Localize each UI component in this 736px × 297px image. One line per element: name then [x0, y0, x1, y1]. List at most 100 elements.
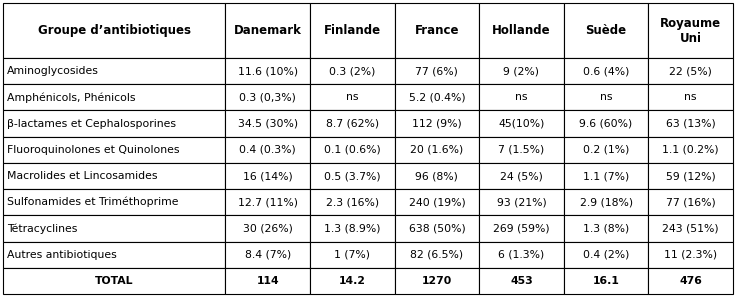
Text: 0.1 (0.6%): 0.1 (0.6%) [324, 145, 381, 155]
Text: ns: ns [600, 92, 612, 102]
Bar [479, 137, 564, 163]
Text: France: France [414, 24, 459, 37]
Text: 9.6 (60%): 9.6 (60%) [579, 119, 633, 129]
Text: 8.7 (62%): 8.7 (62%) [326, 119, 379, 129]
Bar [394, 268, 479, 294]
Bar [225, 137, 310, 163]
Bar [564, 84, 648, 110]
Bar [479, 189, 564, 215]
Text: 24 (5%): 24 (5%) [500, 171, 543, 181]
Text: Hollande: Hollande [492, 24, 551, 37]
Text: 14.2: 14.2 [339, 276, 366, 286]
Bar [394, 241, 479, 268]
Bar [564, 137, 648, 163]
Text: 16.1: 16.1 [592, 276, 620, 286]
Text: Groupe d’antibiotiques: Groupe d’antibiotiques [38, 24, 191, 37]
Text: 77 (6%): 77 (6%) [415, 66, 459, 76]
Bar [3, 84, 225, 110]
Text: 96 (8%): 96 (8%) [415, 171, 459, 181]
Text: 6 (1.3%): 6 (1.3%) [498, 250, 545, 260]
Bar [310, 189, 394, 215]
Text: 1 (7%): 1 (7%) [334, 250, 370, 260]
Bar [225, 189, 310, 215]
Bar [3, 58, 225, 84]
Bar [648, 58, 733, 84]
Bar [394, 58, 479, 84]
Text: 243 (51%): 243 (51%) [662, 223, 719, 233]
Bar [3, 3, 225, 58]
Bar [310, 110, 394, 137]
Text: 63 (13%): 63 (13%) [666, 119, 715, 129]
Text: 112 (9%): 112 (9%) [412, 119, 461, 129]
Text: Royaume
Uni: Royaume Uni [660, 17, 721, 45]
Bar [394, 137, 479, 163]
Bar [479, 110, 564, 137]
Text: 30 (26%): 30 (26%) [243, 223, 293, 233]
Bar [310, 137, 394, 163]
Text: 45(10%): 45(10%) [498, 119, 545, 129]
Text: 93 (21%): 93 (21%) [497, 197, 546, 207]
Bar [225, 84, 310, 110]
Bar [3, 215, 225, 241]
Bar [564, 163, 648, 189]
Text: Amphénicols, Phénicols: Amphénicols, Phénicols [7, 92, 135, 103]
Bar [479, 58, 564, 84]
Text: 1.3 (8.9%): 1.3 (8.9%) [324, 223, 381, 233]
Text: Macrolides et Lincosamides: Macrolides et Lincosamides [7, 171, 158, 181]
Text: 0.2 (1%): 0.2 (1%) [583, 145, 629, 155]
Bar [310, 215, 394, 241]
Text: 0.5 (3.7%): 0.5 (3.7%) [324, 171, 381, 181]
Text: 0.4 (0.3%): 0.4 (0.3%) [239, 145, 296, 155]
Text: 0.3 (2%): 0.3 (2%) [329, 66, 375, 76]
Bar [648, 268, 733, 294]
Bar [479, 241, 564, 268]
Text: 5.2 (0.4%): 5.2 (0.4%) [408, 92, 465, 102]
Text: Tétracyclines: Tétracyclines [7, 223, 77, 234]
Bar [225, 215, 310, 241]
Bar [225, 241, 310, 268]
Bar [564, 215, 648, 241]
Bar [479, 3, 564, 58]
Bar [225, 58, 310, 84]
Bar [225, 110, 310, 137]
Bar [564, 189, 648, 215]
Bar [648, 84, 733, 110]
Text: 240 (19%): 240 (19%) [408, 197, 465, 207]
Bar [648, 189, 733, 215]
Text: 8.4 (7%): 8.4 (7%) [244, 250, 291, 260]
Bar [3, 268, 225, 294]
Text: Autres antibiotiques: Autres antibiotiques [7, 250, 117, 260]
Bar [394, 84, 479, 110]
Bar [394, 163, 479, 189]
Text: ns: ns [346, 92, 358, 102]
Bar [648, 163, 733, 189]
Text: 114: 114 [256, 276, 279, 286]
Text: 2.3 (16%): 2.3 (16%) [326, 197, 379, 207]
Text: 77 (16%): 77 (16%) [666, 197, 715, 207]
Bar [648, 241, 733, 268]
Bar [225, 268, 310, 294]
Bar [394, 3, 479, 58]
Text: 0.4 (2%): 0.4 (2%) [583, 250, 629, 260]
Text: 9 (2%): 9 (2%) [503, 66, 539, 76]
Bar [479, 163, 564, 189]
Bar [3, 163, 225, 189]
Bar [564, 268, 648, 294]
Text: Suède: Suède [586, 24, 626, 37]
Text: 1.3 (8%): 1.3 (8%) [583, 223, 629, 233]
Text: 34.5 (30%): 34.5 (30%) [238, 119, 298, 129]
Text: β-lactames et Cephalosporines: β-lactames et Cephalosporines [7, 119, 176, 129]
Bar [394, 110, 479, 137]
Bar [479, 84, 564, 110]
Bar [564, 3, 648, 58]
Text: 2.9 (18%): 2.9 (18%) [579, 197, 633, 207]
Text: ns: ns [684, 92, 697, 102]
Bar [310, 84, 394, 110]
Bar [310, 3, 394, 58]
Bar [225, 163, 310, 189]
Text: Aminoglycosides: Aminoglycosides [7, 66, 99, 76]
Bar [564, 58, 648, 84]
Bar [394, 189, 479, 215]
Bar [648, 215, 733, 241]
Text: 20 (1.6%): 20 (1.6%) [410, 145, 464, 155]
